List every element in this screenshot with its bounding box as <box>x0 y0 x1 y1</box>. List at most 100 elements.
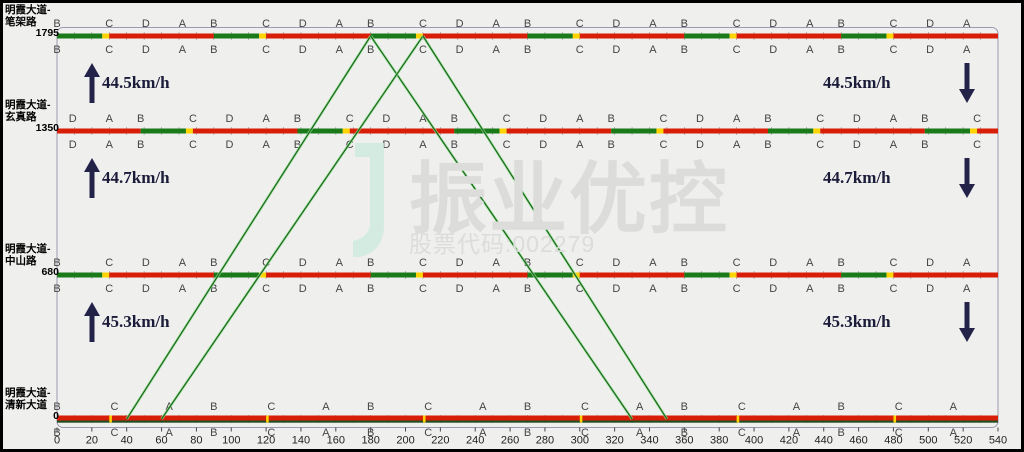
svg-text:A: A <box>179 257 187 269</box>
svg-text:380: 380 <box>710 435 728 447</box>
svg-text:A: A <box>636 401 644 413</box>
svg-text:B: B <box>451 113 458 125</box>
svg-text:B: B <box>837 401 844 413</box>
svg-text:B: B <box>210 401 217 413</box>
svg-text:D: D <box>769 44 777 56</box>
svg-text:C: C <box>105 257 113 269</box>
svg-text:C: C <box>262 44 270 56</box>
svg-text:D: D <box>769 18 777 30</box>
svg-text:A: A <box>806 18 814 30</box>
svg-text:A: A <box>179 44 187 56</box>
svg-text:C: C <box>889 257 897 269</box>
svg-text:D: D <box>299 283 307 295</box>
svg-text:C: C <box>189 113 197 125</box>
svg-text:D: D <box>696 113 704 125</box>
svg-text:D: D <box>142 257 150 269</box>
svg-text:300: 300 <box>571 435 589 447</box>
svg-text:C: C <box>581 401 589 413</box>
svg-text:A: A <box>179 18 187 30</box>
svg-text:140: 140 <box>292 435 310 447</box>
svg-text:B: B <box>367 401 374 413</box>
svg-text:C: C <box>105 18 113 30</box>
svg-text:A: A <box>793 401 801 413</box>
svg-text:360: 360 <box>675 435 693 447</box>
svg-text:D: D <box>456 44 464 56</box>
svg-text:A: A <box>336 18 344 30</box>
svg-text:D: D <box>226 139 234 151</box>
svg-text:260: 260 <box>501 435 519 447</box>
svg-text:B: B <box>837 427 844 439</box>
svg-text:D: D <box>142 18 150 30</box>
svg-text:C: C <box>419 44 427 56</box>
svg-text:C: C <box>659 113 667 125</box>
svg-text:B: B <box>210 257 217 269</box>
svg-text:B: B <box>137 113 144 125</box>
svg-text:C: C <box>111 401 119 413</box>
svg-text:C: C <box>733 44 741 56</box>
svg-text:A: A <box>479 401 487 413</box>
svg-text:B: B <box>837 257 844 269</box>
svg-text:B: B <box>921 113 928 125</box>
svg-text:C: C <box>973 139 981 151</box>
svg-text:60: 60 <box>155 435 167 447</box>
svg-text:A: A <box>890 139 898 151</box>
svg-text:A: A <box>649 44 657 56</box>
svg-text:120: 120 <box>257 435 275 447</box>
svg-text:D: D <box>612 44 620 56</box>
svg-text:A: A <box>106 113 114 125</box>
svg-text:C: C <box>262 18 270 30</box>
svg-text:A: A <box>179 283 187 295</box>
svg-text:B: B <box>137 139 144 151</box>
svg-text:C: C <box>111 427 119 439</box>
svg-text:B: B <box>837 18 844 30</box>
svg-text:B: B <box>921 139 928 151</box>
svg-text:540: 540 <box>989 435 1007 447</box>
svg-text:340: 340 <box>640 435 658 447</box>
svg-text:180: 180 <box>361 435 379 447</box>
svg-text:D: D <box>142 44 150 56</box>
svg-text:D: D <box>539 113 547 125</box>
svg-text:D: D <box>926 257 934 269</box>
svg-text:C: C <box>816 113 824 125</box>
svg-text:A: A <box>963 257 971 269</box>
svg-text:A: A <box>262 113 270 125</box>
svg-text:B: B <box>681 44 688 56</box>
svg-text:D: D <box>926 283 934 295</box>
svg-text:D: D <box>612 18 620 30</box>
svg-text:D: D <box>69 113 77 125</box>
svg-text:A: A <box>890 113 898 125</box>
svg-text:C: C <box>189 139 197 151</box>
svg-text:A: A <box>963 283 971 295</box>
svg-text:A: A <box>806 44 814 56</box>
svg-text:A: A <box>950 401 958 413</box>
svg-text:40: 40 <box>121 435 133 447</box>
svg-text:C: C <box>262 283 270 295</box>
svg-text:420: 420 <box>780 435 798 447</box>
svg-text:200: 200 <box>396 435 414 447</box>
svg-text:C: C <box>889 18 897 30</box>
svg-text:280: 280 <box>536 435 554 447</box>
svg-text:400: 400 <box>745 435 763 447</box>
svg-text:C: C <box>419 18 427 30</box>
svg-text:B: B <box>607 113 614 125</box>
svg-text:C: C <box>576 44 584 56</box>
svg-text:440: 440 <box>815 435 833 447</box>
svg-text:A: A <box>576 113 584 125</box>
svg-text:20: 20 <box>86 435 98 447</box>
svg-text:B: B <box>524 401 531 413</box>
svg-text:B: B <box>837 44 844 56</box>
svg-text:A: A <box>492 18 500 30</box>
svg-text:C: C <box>503 113 511 125</box>
svg-text:B: B <box>53 44 60 56</box>
svg-text:C: C <box>889 44 897 56</box>
svg-text:C: C <box>105 44 113 56</box>
svg-text:D: D <box>853 113 861 125</box>
svg-text:520: 520 <box>954 435 972 447</box>
svg-text:A: A <box>106 139 114 151</box>
svg-text:A: A <box>733 113 741 125</box>
svg-text:D: D <box>299 257 307 269</box>
svg-text:A: A <box>336 44 344 56</box>
svg-text:0: 0 <box>54 435 60 447</box>
svg-text:B: B <box>367 18 374 30</box>
svg-text:A: A <box>963 18 971 30</box>
